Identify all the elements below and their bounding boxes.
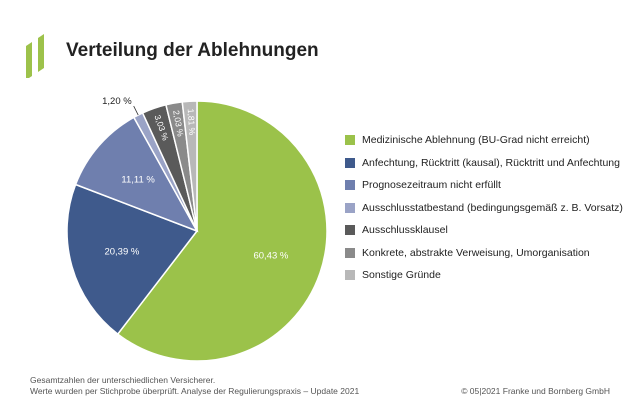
pie-slice [181,100,198,232]
legend-label: Konkrete, abstrakte Verweisung, Umorgani… [362,246,590,259]
legend-item: Medizinische Ablehnung (BU-Grad nicht er… [345,129,623,152]
pie-slice [116,100,328,362]
legend-label: Medizinische Ablehnung (BU-Grad nicht er… [362,134,590,147]
footer-note: Gesamtzahlen der unterschiedlichen Versi… [30,375,359,397]
slice-data-label: 20,39 % [104,247,139,258]
slice-data-label: 1,20 % [102,96,132,107]
legend-swatch [345,135,355,146]
legend-item: Ausschlusstatbestand (bedingungsgemäß z.… [345,197,623,220]
legend-item: Sonstige Gründe [345,264,623,287]
footer-note-line-2: Werte wurden per Stichprobe überprüft. A… [30,386,360,396]
pie-slice [66,183,199,336]
page-title: Verteilung der Ablehnungen [66,40,319,61]
legend-label: Ausschlusstatbestand (bedingungsgemäß z.… [362,201,623,214]
legend-swatch [345,157,355,168]
pie-slice [74,116,199,233]
legend-label: Anfechtung, Rücktritt (kausal), Rücktrit… [362,156,620,169]
legend-item: Anfechtung, Rücktritt (kausal), Rücktrit… [345,152,623,175]
legend-item: Prognosezeitraum nicht erfüllt [345,174,623,197]
slice-data-label: 2,03 % [171,109,186,137]
footer-note-line-1: Gesamtzahlen der unterschiedlichen Versi… [30,375,216,385]
legend-swatch [345,270,355,281]
slice-data-label: 60,43 % [253,251,288,262]
logo-bar-left [26,42,32,78]
logo-bar-right [38,34,44,72]
legend-swatch [345,225,355,236]
footer-copyright: © 05|2021 Franke und Bornberg GmbH [461,386,610,396]
slice-data-label: 1,81 % [186,108,198,135]
legend-swatch [345,180,355,191]
brand-logo-icon [26,34,44,78]
legend-label: Prognosezeitraum nicht erfüllt [362,179,501,192]
legend-swatch [345,202,355,213]
legend-swatch [345,247,355,258]
slice-data-label: 11,11 % [121,174,155,185]
legend-label: Ausschlussklausel [362,224,448,237]
legend-item: Ausschlussklausel [345,219,623,242]
legend-label: Sonstige Gründe [362,269,441,282]
legend-item: Konkrete, abstrakte Verweisung, Umorgani… [345,242,623,265]
slice-leader-line [133,105,139,116]
chart-legend: Medizinische Ablehnung (BU-Grad nicht er… [345,129,623,287]
